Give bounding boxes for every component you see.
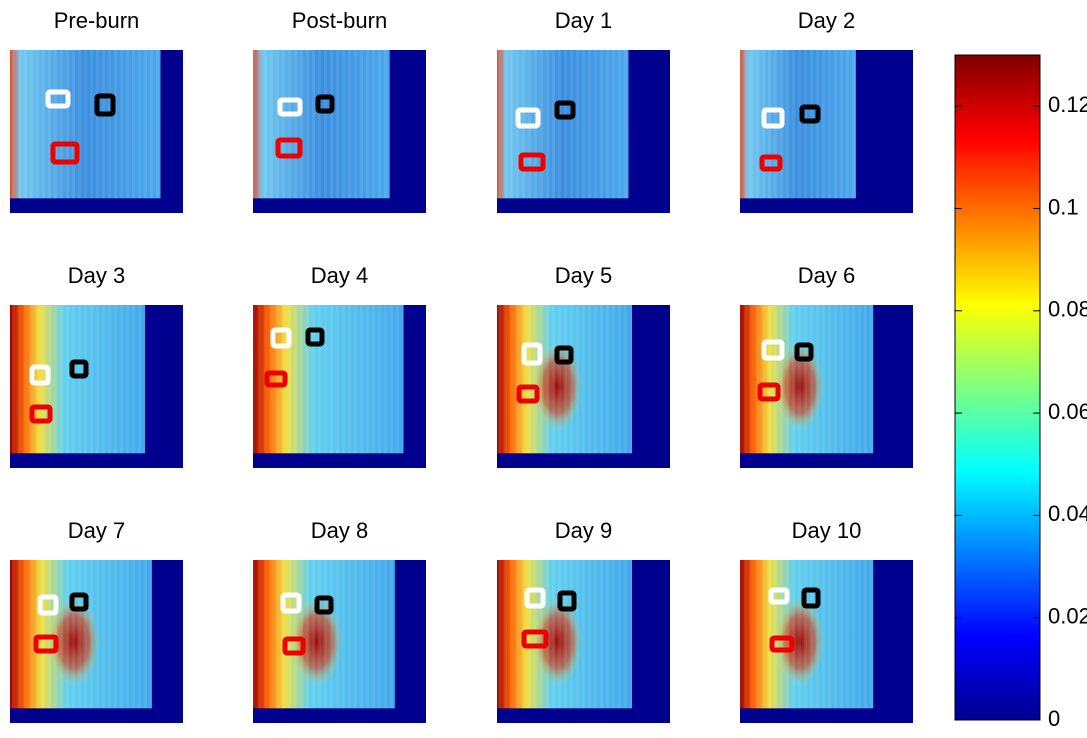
colorbar-tick-label: 0.12 [1048, 92, 1087, 117]
colorbar-tick-label: 0.1 [1048, 194, 1079, 219]
panel-texture [253, 560, 395, 708]
panel-title: Day 1 [555, 8, 612, 33]
panel-texture [740, 560, 873, 708]
panel-texture [253, 50, 390, 198]
panel-title: Day 8 [311, 518, 368, 543]
panel-title: Day 10 [792, 518, 862, 543]
page: {"chart_data": {"type": "heatmap", "cate… [0, 0, 1087, 738]
colorbar-tick-label: 0 [1048, 706, 1060, 731]
panel-title: Day 4 [311, 263, 368, 288]
panel-title: Day 7 [68, 518, 125, 543]
panel-texture [253, 305, 404, 453]
panel-texture [10, 560, 152, 708]
panel-title: Post-burn [292, 8, 387, 33]
panel-texture [10, 50, 161, 198]
panel-texture [497, 560, 632, 708]
panel-texture [740, 305, 873, 453]
panel-title: Day 9 [555, 518, 612, 543]
panel-title: Pre-burn [54, 8, 140, 33]
panel-texture [740, 50, 856, 198]
panel-title: Day 3 [68, 263, 125, 288]
colorbar-tick-label: 0.08 [1048, 297, 1087, 322]
colorbar [955, 55, 1040, 720]
colorbar-tick-label: 0.02 [1048, 604, 1087, 629]
colorbar-tick-label: 0.06 [1048, 399, 1087, 424]
panel-texture [497, 305, 632, 453]
panel-title: Day 5 [555, 263, 612, 288]
figure: Pre-burn Post-burn Day 1 Day 2 Day 3 Day 4 Day… [0, 0, 1087, 738]
colorbar-tick-label: 0.04 [1048, 501, 1087, 526]
panel-title: Day 6 [798, 263, 855, 288]
panel-title: Day 2 [798, 8, 855, 33]
